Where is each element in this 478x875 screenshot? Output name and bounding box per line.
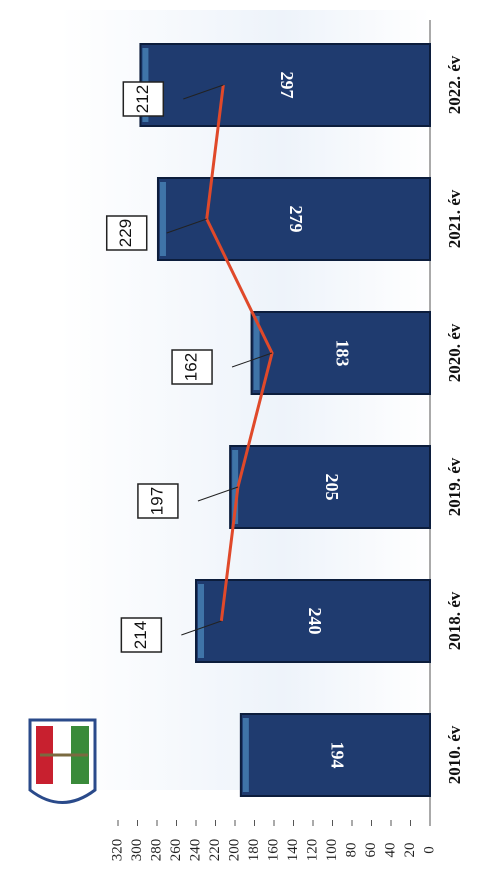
bar-bevel	[159, 182, 166, 256]
leader-line	[166, 218, 207, 234]
callout-box	[120, 617, 163, 653]
value-label: 183	[333, 340, 353, 367]
value-label: 205	[322, 474, 342, 501]
value-label: 297	[277, 72, 297, 99]
callout-label: 214	[131, 621, 150, 649]
bar	[195, 579, 431, 663]
x-tick-label: 140	[285, 839, 301, 862]
y-tick-label: 2022. év	[445, 55, 464, 114]
leader-line	[197, 486, 239, 502]
logo	[28, 718, 97, 804]
y-tick-label: 2020. év	[445, 323, 464, 382]
value-label: 194	[327, 742, 347, 769]
y-tick-label: 2021. év	[445, 189, 464, 248]
x-tick-label: 200	[226, 839, 242, 862]
x-tick-label: 240	[187, 839, 203, 862]
callout-box	[171, 349, 213, 385]
y-tick-label: 2010. év	[445, 725, 464, 784]
x-tick-label: 180	[246, 839, 262, 862]
value-label: 240	[305, 608, 325, 635]
bar	[239, 713, 431, 797]
leader-line	[231, 352, 273, 368]
callout-box	[137, 483, 179, 519]
x-tick-label: 20	[402, 843, 418, 858]
bar-bevel	[232, 450, 239, 524]
bar-bevel	[242, 718, 249, 792]
x-tick-label: 160	[265, 839, 281, 862]
callout-box	[122, 81, 165, 117]
callout-label: 162	[182, 353, 201, 381]
y-tick-label: 2018. év	[445, 591, 464, 650]
x-tick-label: 0	[421, 846, 437, 854]
bar	[229, 445, 431, 529]
x-tick-label: 300	[129, 839, 145, 862]
x-tick-label: 100	[324, 839, 340, 862]
x-tick-label: 60	[363, 843, 379, 858]
x-tick-label: 80	[343, 843, 359, 858]
callout-label: 212	[133, 85, 152, 113]
x-tick-label: 320	[109, 839, 125, 862]
bar-bevel	[253, 316, 260, 390]
bar	[156, 177, 431, 261]
leader-line	[183, 84, 224, 100]
value-label: 279	[286, 206, 306, 233]
callout-box	[105, 215, 148, 251]
callout-label: 197	[147, 487, 166, 515]
bar	[250, 311, 431, 395]
y-tick-label: 2019. év	[445, 457, 464, 516]
x-tick-label: 220	[207, 839, 223, 862]
x-tick-label: 40	[382, 843, 398, 858]
x-tick-label: 260	[168, 839, 184, 862]
bar-bevel	[198, 584, 204, 658]
callout-label: 229	[116, 219, 135, 247]
x-tick-label: 120	[304, 839, 320, 862]
bar	[139, 43, 432, 127]
x-tick-label: 280	[148, 839, 164, 862]
leader-line	[181, 620, 222, 636]
